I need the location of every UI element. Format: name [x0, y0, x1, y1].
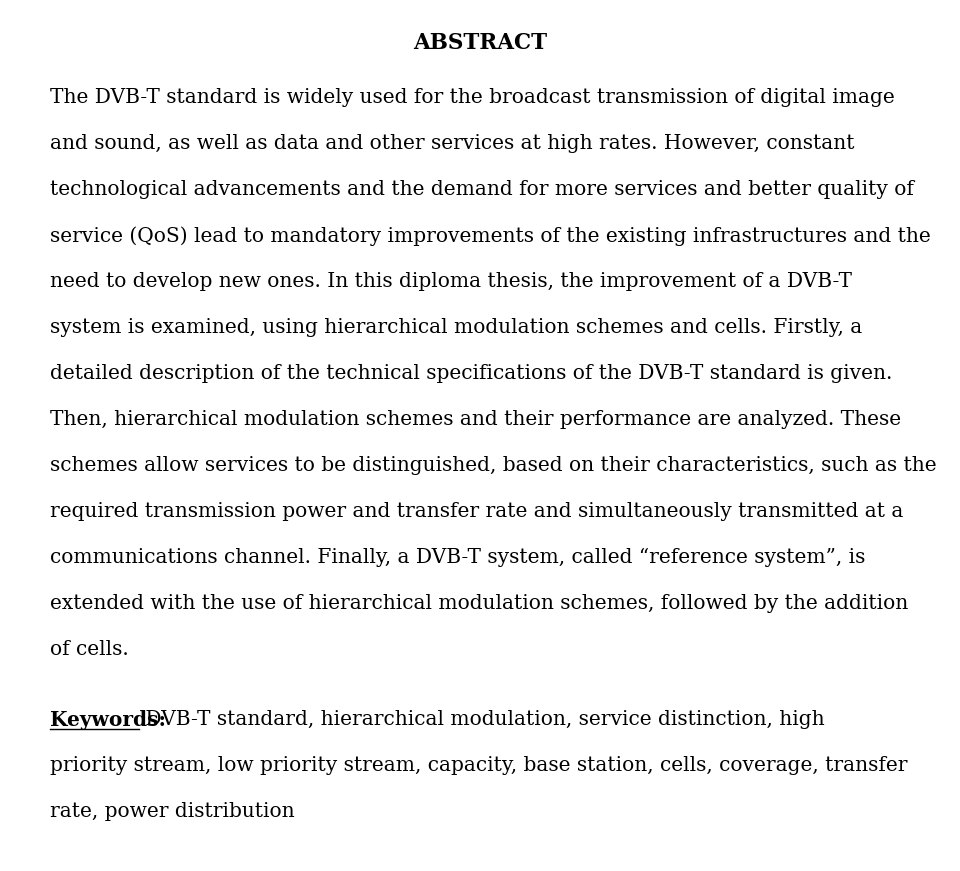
Text: technological advancements and the demand for more services and better quality o: technological advancements and the deman… — [50, 180, 914, 199]
Text: communications channel. Finally, a DVB-T system, called “reference system”, is: communications channel. Finally, a DVB-T… — [50, 548, 865, 567]
Text: Keywords:: Keywords: — [50, 710, 166, 730]
Text: service (QoS) lead to mandatory improvements of the existing infrastructures and: service (QoS) lead to mandatory improvem… — [50, 226, 930, 246]
Text: ABSTRACT: ABSTRACT — [413, 32, 547, 54]
Text: Then, hierarchical modulation schemes and their performance are analyzed. These: Then, hierarchical modulation schemes an… — [50, 410, 901, 429]
Text: required transmission power and transfer rate and simultaneously transmitted at : required transmission power and transfer… — [50, 502, 903, 521]
Text: need to develop new ones. In this diploma thesis, the improvement of a DVB-T: need to develop new ones. In this diplom… — [50, 272, 852, 291]
Text: system is examined, using hierarchical modulation schemes and cells. Firstly, a: system is examined, using hierarchical m… — [50, 318, 862, 337]
Text: DVB-T standard, hierarchical modulation, service distinction, high: DVB-T standard, hierarchical modulation,… — [139, 710, 825, 729]
Text: schemes allow services to be distinguished, based on their characteristics, such: schemes allow services to be distinguish… — [50, 456, 937, 475]
Text: The DVB-T standard is widely used for the broadcast transmission of digital imag: The DVB-T standard is widely used for th… — [50, 88, 895, 107]
Text: and sound, as well as data and other services at high rates. However, constant: and sound, as well as data and other ser… — [50, 134, 854, 153]
Text: priority stream, low priority stream, capacity, base station, cells, coverage, t: priority stream, low priority stream, ca… — [50, 756, 907, 775]
Text: extended with the use of hierarchical modulation schemes, followed by the additi: extended with the use of hierarchical mo… — [50, 594, 908, 613]
Text: of cells.: of cells. — [50, 640, 129, 659]
Text: rate, power distribution: rate, power distribution — [50, 802, 295, 821]
Text: detailed description of the technical specifications of the DVB-T standard is gi: detailed description of the technical sp… — [50, 364, 892, 383]
